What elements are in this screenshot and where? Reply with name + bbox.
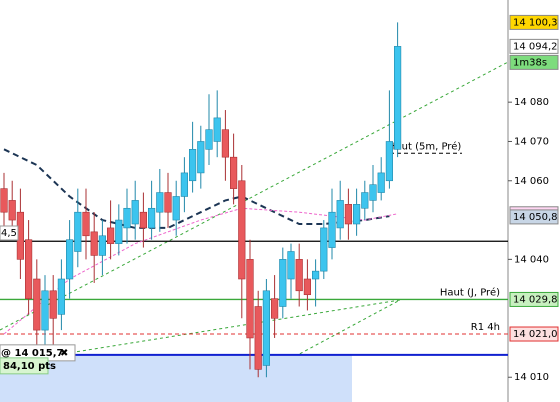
- y-tick-label: 14 040: [514, 254, 549, 265]
- candle-body: [262, 290, 271, 366]
- price-tag: [509, 54, 559, 70]
- y-tick-label: 14 010: [514, 372, 549, 383]
- candle-body: [279, 259, 287, 307]
- candle-body: [123, 207, 131, 229]
- price-tag-label: 14 100,3: [513, 17, 558, 28]
- price-tag-label: 14 021,0: [513, 329, 558, 340]
- candle-body: [352, 204, 361, 225]
- candle-body: [90, 231, 98, 256]
- candle-body: [238, 180, 246, 280]
- level-label: R1 4h: [471, 322, 500, 333]
- close-button: ✖: [60, 348, 68, 359]
- candle-body: [246, 259, 254, 339]
- candle-body: [0, 188, 8, 213]
- price-tag: [509, 14, 559, 30]
- candle-body: [82, 211, 90, 237]
- candle-body: [49, 290, 57, 319]
- y-tick-label: 14 080: [514, 97, 549, 108]
- candle-body: [311, 270, 320, 280]
- price-tag: [509, 291, 559, 307]
- level-label: Haut (J, Pré): [440, 286, 500, 298]
- moving-average: [3, 148, 390, 229]
- candle-body: [361, 192, 369, 209]
- candle-body: [164, 192, 172, 213]
- candle-body: [328, 211, 336, 248]
- candle-body: [98, 235, 106, 256]
- pts-box: [0, 357, 49, 375]
- price-tag-label: 14 029,8: [513, 294, 558, 305]
- price-tag-label: 1m38s: [513, 57, 547, 68]
- candle-body: [213, 117, 221, 142]
- candle-body: [303, 278, 312, 296]
- candle-body: [270, 298, 279, 319]
- candle-body: [57, 278, 65, 315]
- candle-body: [107, 227, 115, 244]
- candle-body: [148, 207, 156, 229]
- candle-body: [156, 192, 164, 213]
- candle-body: [205, 129, 213, 150]
- candle-body: [221, 129, 230, 158]
- candle-body: [115, 219, 123, 244]
- y-tick-label: 14 070: [514, 136, 549, 147]
- candle-body: [41, 290, 49, 331]
- candle-body: [197, 141, 205, 174]
- level-label: Haut (5m, Pré): [388, 140, 461, 152]
- position-zone: [0, 354, 352, 402]
- candle-body: [254, 306, 262, 370]
- candle-body: [189, 149, 197, 182]
- candle-body: [24, 239, 33, 299]
- price-tag: [509, 38, 559, 54]
- price-tag: [509, 326, 559, 342]
- price-tag-label: 14 050,8: [513, 212, 558, 223]
- candle-body: [295, 259, 303, 292]
- candle-body: [33, 278, 41, 331]
- entry-label: @ 14 015,7: [1, 348, 64, 359]
- price-tag-label: 14 094,2: [513, 41, 558, 52]
- candle-body: [320, 227, 328, 272]
- candle-body: [172, 196, 180, 221]
- candle-body: [287, 251, 295, 280]
- y-tick-label: 14 060: [514, 176, 549, 187]
- side-box: [0, 225, 19, 241]
- candle-body: [344, 204, 353, 225]
- candle-body: [131, 200, 139, 225]
- candle-body: [66, 239, 74, 280]
- candle-body: [336, 200, 344, 229]
- candle-body: [230, 156, 238, 189]
- candle-body: [8, 200, 16, 221]
- pts-label: 84,10 pts: [3, 361, 56, 372]
- candle-body: [180, 172, 189, 197]
- side-label: 4,5: [1, 228, 17, 239]
- candle-body: [385, 141, 394, 182]
- candle-body: [393, 46, 402, 150]
- candle-body: [369, 184, 377, 201]
- candle-body: [74, 211, 82, 252]
- price-tag: [509, 209, 559, 225]
- candle-body: [377, 172, 385, 193]
- candle-body: [139, 211, 148, 229]
